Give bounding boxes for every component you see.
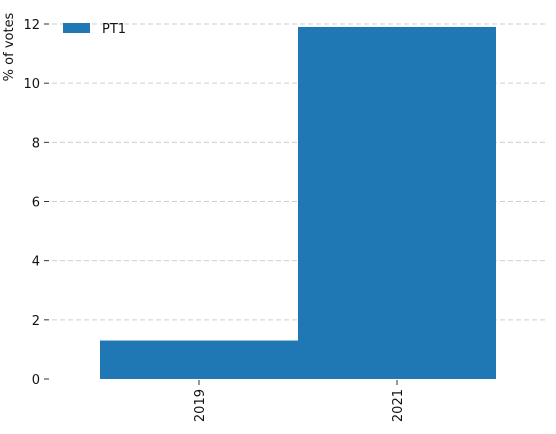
y-axis: 0 2 4 6 8 10 12	[23, 18, 49, 388]
y-tick-label-0: 0	[32, 373, 40, 388]
legend-swatch-pt1	[63, 23, 90, 33]
y-tick-label-4: 4	[32, 255, 40, 270]
bars	[100, 26, 496, 379]
y-tick-label-2: 2	[32, 314, 40, 329]
x-tick-label-2021: 2021	[391, 389, 406, 422]
x-tick-label-2019: 2019	[193, 389, 208, 422]
legend: PT1	[63, 22, 126, 37]
y-axis-label: % of votes	[2, 12, 17, 81]
y-tick-label-6: 6	[32, 196, 40, 211]
bar-2019	[100, 340, 298, 379]
y-tick-label-10: 10	[23, 77, 40, 92]
y-tick-label-12: 12	[23, 18, 40, 33]
y-tick-label-8: 8	[32, 136, 40, 151]
legend-label-pt1: PT1	[102, 22, 126, 37]
bar-2021	[298, 26, 496, 379]
x-axis: 2019 2021	[193, 380, 406, 422]
